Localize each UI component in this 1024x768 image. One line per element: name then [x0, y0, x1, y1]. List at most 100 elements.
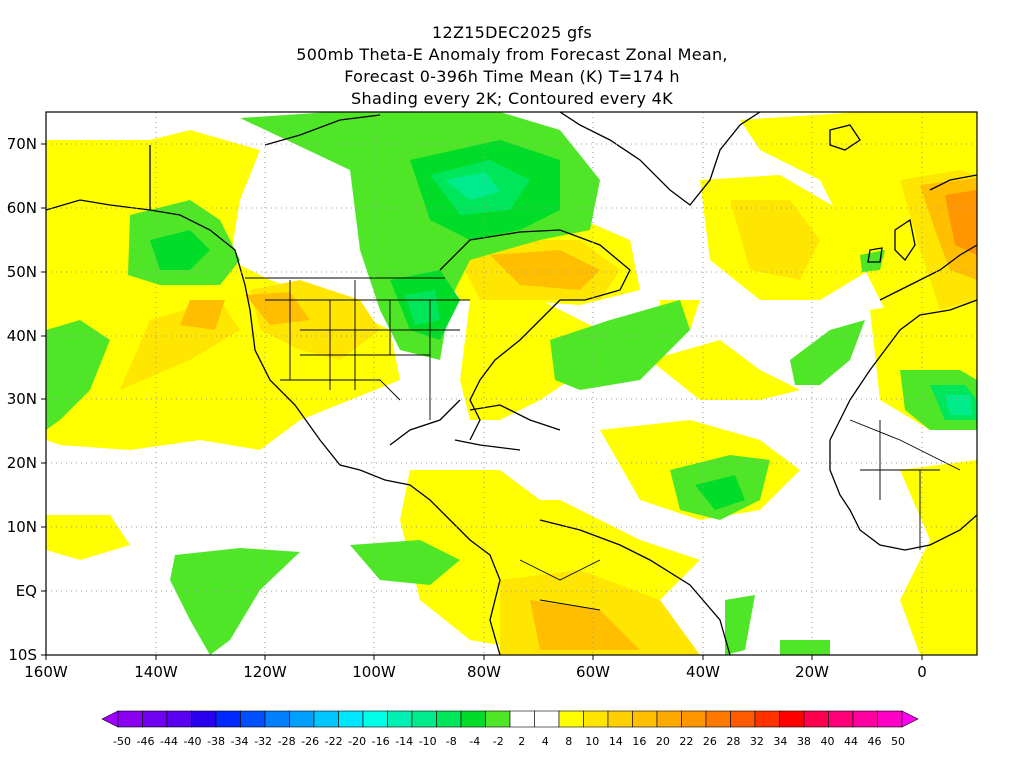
colorbar-label: -2	[493, 735, 504, 748]
colorbar-swatch	[632, 710, 658, 728]
y-tick-label: 60N	[7, 199, 37, 217]
colorbar-swatch	[681, 710, 707, 728]
colorbar-swatch	[779, 710, 805, 728]
x-tick-label: 60W	[576, 663, 610, 681]
map-frame	[45, 111, 978, 656]
colorbar-swatch	[460, 710, 486, 728]
y-tick-label: 50N	[7, 263, 37, 281]
colorbar-label: 14	[609, 735, 623, 748]
colorbar-label: 40	[820, 735, 834, 748]
colorbar-label: 2	[518, 735, 525, 748]
title-line-4: Shading every 2K; Contoured every 4K	[351, 89, 673, 108]
x-axis-labels: 160W 140W 120W 100W 80W 60W 40W 20W 0	[24, 663, 927, 681]
colorbar-swatch	[215, 710, 241, 728]
anomaly-shading	[46, 112, 977, 655]
colorbar-label: -38	[207, 735, 225, 748]
y-tick-label: 30N	[7, 390, 37, 408]
colorbar-swatch	[803, 710, 829, 728]
colorbar-label: 50	[891, 735, 905, 748]
colorbar-swatch	[852, 710, 878, 728]
colorbar-label: 4	[542, 735, 549, 748]
colorbar-swatch	[240, 710, 266, 728]
colorbar-label: 20	[656, 735, 670, 748]
colorbar-label: -32	[254, 735, 272, 748]
x-tick-label: 0	[917, 663, 927, 681]
title-line-3: Forecast 0-396h Time Mean (K) T=174 h	[344, 67, 680, 86]
colorbar-label: 32	[750, 735, 764, 748]
colorbar-label: 22	[679, 735, 693, 748]
colorbar-label: 28	[726, 735, 740, 748]
colorbar-swatch	[411, 710, 437, 728]
colorbar-label: -26	[301, 735, 319, 748]
negative-anomaly-teal	[445, 172, 972, 415]
title-line-1: 12Z15DEC2025 gfs	[431, 23, 592, 42]
y-tick-label: 10N	[7, 518, 37, 536]
colorbar-swatch	[828, 710, 854, 728]
tick-marks	[41, 143, 923, 660]
colorbar-swatch	[117, 710, 143, 728]
colorbar-swatch	[877, 710, 903, 728]
colorbar-label: -46	[137, 735, 155, 748]
y-tick-label: 10S	[8, 646, 37, 664]
colorbar-swatch	[313, 710, 339, 728]
colorbar-swatch	[338, 710, 364, 728]
colorbar-label: 44	[844, 735, 858, 748]
colorbar-label: -20	[348, 735, 366, 748]
colorbar-label: -28	[278, 735, 296, 748]
graticule	[46, 112, 977, 655]
title-line-2: 500mb Theta-E Anomaly from Forecast Zona…	[296, 45, 728, 64]
colorbar-label: -4	[469, 735, 480, 748]
colorbar-swatch	[387, 710, 413, 728]
coastlines	[46, 112, 977, 655]
colorbar-label: 8	[565, 735, 572, 748]
y-axis-labels: 10S EQ 10N 20N 30N 40N 50N 60N 70N	[7, 135, 37, 664]
y-tick-label: 20N	[7, 454, 37, 472]
colorbar-label: -16	[372, 735, 390, 748]
colorbar-label: -50	[113, 735, 131, 748]
colorbar-label: 16	[632, 735, 646, 748]
x-tick-label: 140W	[134, 663, 178, 681]
colorbar-arrow-left	[101, 710, 119, 728]
political-borders	[245, 277, 961, 611]
colorbar-swatch	[754, 710, 780, 728]
colorbar-swatch	[362, 710, 388, 728]
x-tick-label: 100W	[352, 663, 396, 681]
colorbar-swatch	[289, 710, 315, 728]
colorbar-label: -44	[160, 735, 178, 748]
x-tick-label: 40W	[686, 663, 720, 681]
colorbar-label: 34	[773, 735, 787, 748]
colorbar-label: -40	[184, 735, 202, 748]
y-tick-label: 70N	[7, 135, 37, 153]
x-tick-label: 80W	[467, 663, 501, 681]
chart-title: 12Z15DEC2025 gfs 500mb Theta-E Anomaly f…	[0, 22, 1024, 110]
colorbar-swatch	[191, 710, 217, 728]
colorbar-swatch	[534, 710, 560, 728]
colorbar-swatch	[485, 710, 511, 728]
colorbar-swatch	[166, 710, 192, 728]
y-tick-label: EQ	[16, 582, 37, 600]
colorbar-swatch	[730, 710, 756, 728]
colorbar-swatch	[436, 710, 462, 728]
colorbar-label: 38	[797, 735, 811, 748]
y-tick-label: 40N	[7, 327, 37, 345]
colorbar-label: -34	[231, 735, 249, 748]
x-tick-label: 120W	[243, 663, 287, 681]
positive-anomaly-dark-orange	[945, 190, 977, 255]
colorbar-label: -8	[446, 735, 457, 748]
colorbar-label: 46	[867, 735, 881, 748]
colorbar-swatch	[607, 710, 633, 728]
colorbar-label: -14	[395, 735, 413, 748]
colorbar-swatch	[558, 710, 584, 728]
x-tick-label: 20W	[795, 663, 829, 681]
colorbar-label: -10	[419, 735, 437, 748]
colorbar: -50 -46 -44 -40 -38 -34 -32 -28 -26 -22 -20 -16 -14-…	[101, 710, 919, 748]
colorbar-swatch	[142, 710, 168, 728]
colorbar-arrow-right	[901, 710, 919, 728]
colorbar-label: 26	[703, 735, 717, 748]
colorbar-swatch	[656, 710, 682, 728]
colorbar-swatch	[509, 710, 535, 728]
x-tick-label: 160W	[24, 663, 68, 681]
colorbar-swatch	[264, 710, 290, 728]
colorbar-label: 10	[585, 735, 599, 748]
